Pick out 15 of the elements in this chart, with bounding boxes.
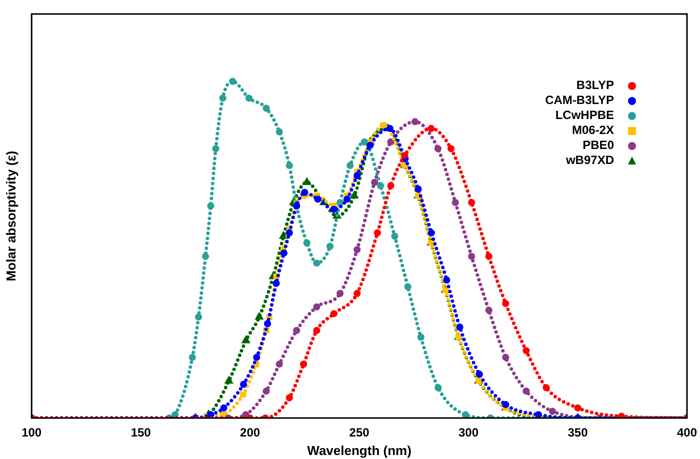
x-tick-label: 250 [349,426,370,440]
legend-label: wB97XD [566,153,614,168]
x-tick-label: 100 [22,426,42,440]
x-axis-title: Wavelength (nm) [307,442,412,458]
legend-label: CAM-B3LYP [545,93,614,108]
x-tick-label: 400 [676,426,698,440]
legend-label: LCwHPBE [555,108,614,123]
y-axis-title: Molar absorptivity (ε) [3,150,18,282]
x-tick-label: 350 [568,426,588,440]
x-tick-label: 200 [240,426,260,440]
legend-label: PBE0 [582,138,614,153]
legend-label: M06-2X [572,123,614,138]
x-tick-label: 150 [130,426,152,440]
legend-label: B3LYP [576,78,614,93]
x-tick-label: 300 [458,426,479,440]
